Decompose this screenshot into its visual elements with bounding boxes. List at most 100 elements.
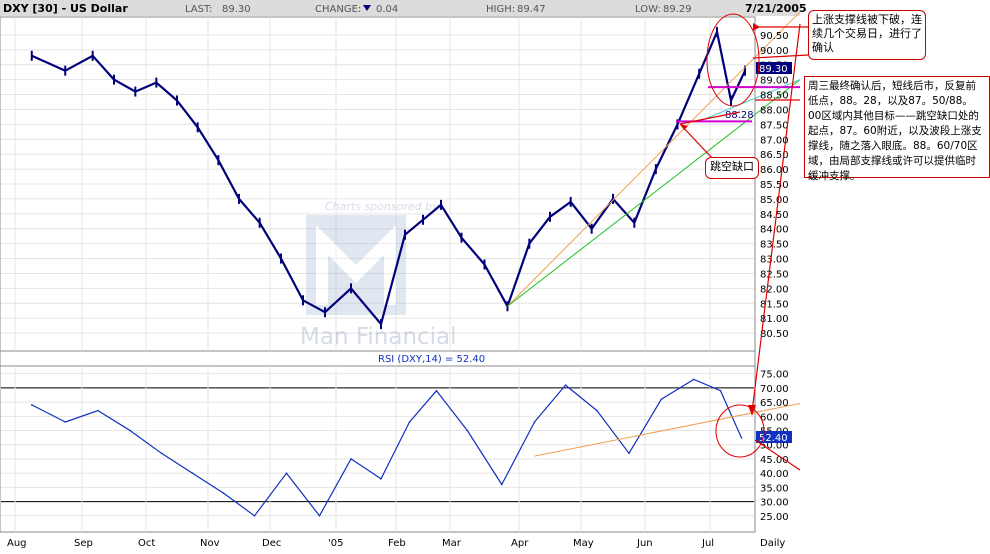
arrow-rsi [754,439,801,471]
annotation-note-top: 上涨支撑线被下破，连续几个交易日，进行了确认 [808,10,926,60]
rsi-point [740,437,743,439]
header-bar: DXY [30] - US Dollar LAST: 89.30 CHANGE:… [0,0,807,16]
price-y-tick: 87.50 [760,120,789,131]
rsi-point [253,514,256,517]
rsi-point [628,452,630,455]
price-y-tick: 83.50 [760,240,789,251]
rsi-y-tick: 45.00 [760,455,789,466]
price-line [31,30,746,326]
x-tick-label: Daily [760,538,785,549]
x-tick-label: Oct [138,538,155,549]
trendline-orange [507,11,801,307]
rsi-y-tick: 50.00 [760,441,789,452]
arrow-note1b [752,54,809,59]
rsi-point [500,483,503,486]
rsi-point [660,398,663,401]
sponsor-logo [306,215,406,315]
arrow-long [751,23,801,413]
last-label: LAST: [185,4,212,15]
price-y-tick: 83.00 [760,255,789,266]
price-y-tick: 81.50 [760,299,789,310]
rsi-point [30,404,33,406]
rsi-series [30,378,801,517]
sponsor-watermark: Charts sponsored by: Man Financial [300,200,457,350]
rsi-point [719,389,722,392]
rsi-circle [715,404,765,458]
current-price-tag [756,62,792,74]
low-value: 89.29 [663,4,692,15]
price-y-tick: 90.50 [760,31,789,42]
x-tick-label: Mar [442,538,462,549]
rsi-point [129,429,131,432]
x-tick-label: Nov [200,538,220,549]
x-tick-label: May [573,538,594,549]
header-date: 7/21/2005 [745,2,807,15]
rsi-point [222,492,225,494]
rsi-y-tick: 40.00 [760,469,789,480]
top-circle [706,13,760,107]
x-tick-label: Jul [701,538,714,549]
price-y-tick: 89.00 [760,76,789,87]
rsi-point [408,421,411,423]
annotation-note-main: 周三最终确认后，短线后市，反复前低点，88。28，以及87。50/88。00区域… [804,76,990,182]
rsi-trendline [534,402,801,457]
rsi-title: RSI (DXY,14) = 52.40 [378,354,485,365]
price-y-tick: 90.00 [760,46,789,57]
last-value: 89.30 [222,4,251,15]
rsi-y-tick: 30.00 [760,498,789,509]
rsi-point [596,409,598,412]
x-axis: Aug Sep Oct Nov Dec '05 Feb Mar Apr May Jun Jul Dail… [7,538,785,549]
sponsor-logo-mark [316,225,396,305]
price-overlays [507,11,801,307]
header-bg [0,0,800,16]
x-tick-label: Sep [74,538,93,549]
rsi-point [533,421,536,423]
x-tick-label: Feb [388,538,406,549]
price-y-tick: 88.50 [760,91,789,102]
price-y-tick: 84.50 [760,210,789,221]
grid [1,17,754,532]
rsi-point [97,409,99,412]
low-label: LOW: [635,4,661,15]
rsi-value-tag [756,431,792,443]
price-y-tick: 88.00 [760,105,789,116]
x-tick-label: '05 [328,538,343,549]
rsi-point [692,378,695,381]
rsi-line [31,378,743,517]
high-value: 89.47 [517,4,546,15]
rsi-y-tick: 60.00 [760,412,789,423]
y-axis: 80.5081.0081.5082.0082.5083.0083.5084.00… [760,31,789,523]
rsi-point [160,452,163,455]
price-y-tick: 82.50 [760,269,789,280]
rsi-point [435,389,438,392]
rsi-point [285,472,288,474]
rsi-point [350,458,352,460]
down-arrow-icon [363,5,371,11]
rsi-point [191,472,194,474]
rsi-y-tick: 65.00 [760,398,789,409]
rsi-y-tick: 75.00 [760,370,789,381]
rsi-panel [0,365,756,533]
x-tick-label: Aug [7,538,27,549]
gap-low-label: 88.28 [725,110,754,121]
price-y-tick: 80.50 [760,329,789,340]
sponsor-name: Man Financial [300,324,457,350]
rsi-y-tick: 35.00 [760,483,789,494]
change-label: CHANGE: [315,4,361,15]
price-y-tick: 86.50 [760,150,789,161]
rsi-point [64,421,67,423]
price-y-tick: 82.00 [760,284,789,295]
x-tick-label: Dec [262,538,281,549]
price-series [30,26,746,330]
rsi-point [318,514,321,517]
arrow-gap [679,123,713,159]
rsi-y-tick: 70.00 [760,384,789,395]
price-y-tick: 87.00 [760,135,789,146]
annotation-arrows [679,23,809,471]
rsi-value-tag-text: 52.40 [759,433,788,444]
price-y-tick: 85.00 [760,195,789,206]
price-y-tick: 85.50 [760,180,789,191]
high-label: HIGH: [486,4,515,15]
